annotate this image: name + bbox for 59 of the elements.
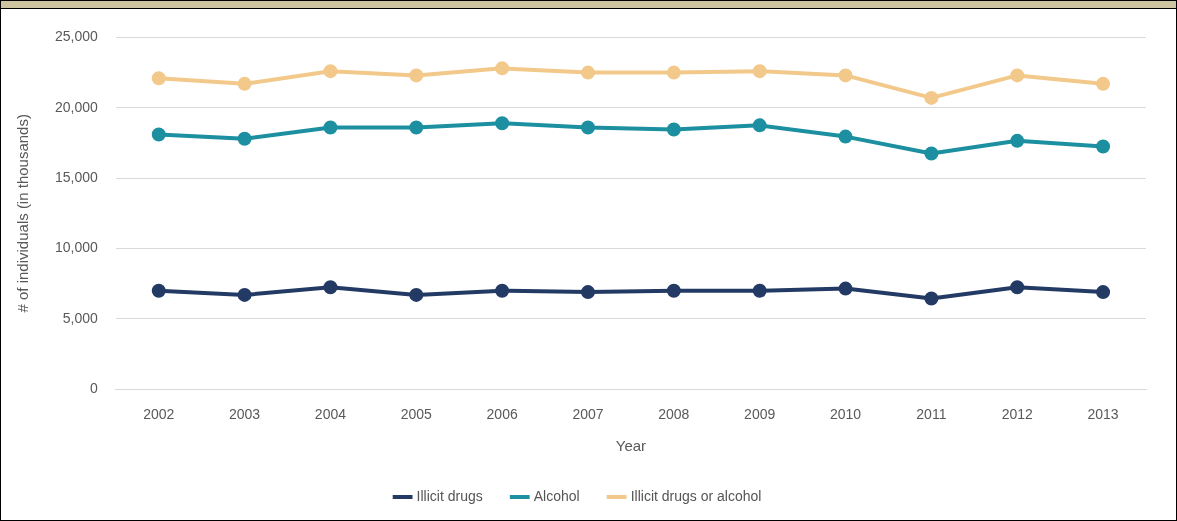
- point: [409, 287, 424, 302]
- point: [409, 68, 424, 83]
- point: [1010, 280, 1025, 295]
- point: [924, 146, 939, 161]
- point: [495, 116, 510, 131]
- point: [495, 283, 510, 298]
- point: [1096, 139, 1111, 154]
- x-tick-label: 2002: [143, 406, 175, 423]
- x-tick-label: 2003: [229, 406, 261, 423]
- point: [666, 65, 681, 80]
- point: [151, 71, 166, 86]
- point: [838, 68, 853, 83]
- x-tick-label: 2008: [658, 406, 690, 423]
- point: [151, 127, 166, 142]
- point: [580, 65, 595, 80]
- point: [237, 287, 252, 302]
- point: [151, 283, 166, 298]
- y-axis-title: # of individuals (in thousands): [14, 114, 32, 313]
- legend-label: Illicit drugs or alcohol: [630, 487, 762, 504]
- point: [924, 90, 939, 105]
- point: [580, 285, 595, 300]
- x-axis-title: Year: [615, 437, 647, 455]
- x-tick-label: 2006: [486, 406, 518, 423]
- point: [838, 129, 853, 144]
- x-tick-label: 2007: [572, 406, 604, 423]
- point: [666, 283, 681, 298]
- x-tick-label: 2009: [744, 406, 776, 423]
- x-tick-label: 2011: [916, 406, 947, 423]
- point: [495, 61, 510, 76]
- point: [752, 118, 767, 133]
- y-tick-label: 5,000: [62, 309, 99, 326]
- point: [237, 76, 252, 91]
- point: [409, 120, 424, 135]
- point: [666, 122, 681, 137]
- y-tick-label: 10,000: [54, 239, 99, 256]
- y-tick-label: 15,000: [54, 168, 99, 185]
- point: [323, 280, 338, 295]
- point: [1010, 133, 1025, 148]
- point: [323, 120, 338, 135]
- point: [924, 291, 939, 306]
- point: [752, 64, 767, 79]
- point: [1010, 68, 1025, 83]
- x-tick-label: 2005: [400, 406, 433, 423]
- point: [752, 283, 767, 298]
- y-tick-label: 0: [90, 380, 99, 397]
- y-tick-label: 25,000: [54, 28, 99, 45]
- point: [1096, 76, 1111, 91]
- x-tick-label: 2013: [1087, 406, 1119, 423]
- point: [1096, 285, 1111, 300]
- legend-label: Alcohol: [533, 487, 580, 504]
- x-tick-label: 2010: [829, 406, 862, 423]
- point: [323, 64, 338, 79]
- y-tick-label: 20,000: [54, 98, 99, 115]
- x-tick-label: 2004: [314, 406, 347, 423]
- x-tick-label: 2012: [1001, 406, 1034, 423]
- legend-label: Illicit drugs: [416, 487, 483, 504]
- point: [838, 281, 853, 296]
- point: [580, 120, 595, 135]
- point: [237, 131, 252, 146]
